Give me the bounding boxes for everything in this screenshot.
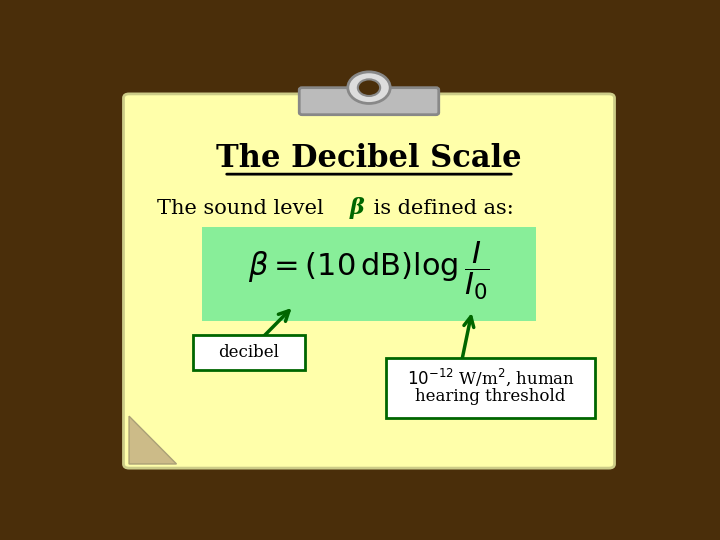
Circle shape xyxy=(348,72,390,104)
Text: The Decibel Scale: The Decibel Scale xyxy=(216,143,522,174)
Text: hearing threshold: hearing threshold xyxy=(415,388,566,405)
FancyBboxPatch shape xyxy=(386,358,595,418)
Text: $\beta = (10\,\mathrm{dB})\log\dfrac{I}{I_0}$: $\beta = (10\,\mathrm{dB})\log\dfrac{I}{… xyxy=(248,239,490,302)
Circle shape xyxy=(358,79,380,96)
Text: β: β xyxy=(349,197,364,219)
FancyBboxPatch shape xyxy=(124,94,615,468)
FancyBboxPatch shape xyxy=(193,335,305,370)
Text: $10^{-12}$ W/m$^2$, human: $10^{-12}$ W/m$^2$, human xyxy=(407,367,575,388)
FancyBboxPatch shape xyxy=(202,227,536,321)
Text: is defined as:: is defined as: xyxy=(367,199,514,218)
Polygon shape xyxy=(129,416,176,464)
Text: The sound level: The sound level xyxy=(157,199,330,218)
FancyBboxPatch shape xyxy=(300,87,438,114)
Text: decibel: decibel xyxy=(219,344,279,361)
